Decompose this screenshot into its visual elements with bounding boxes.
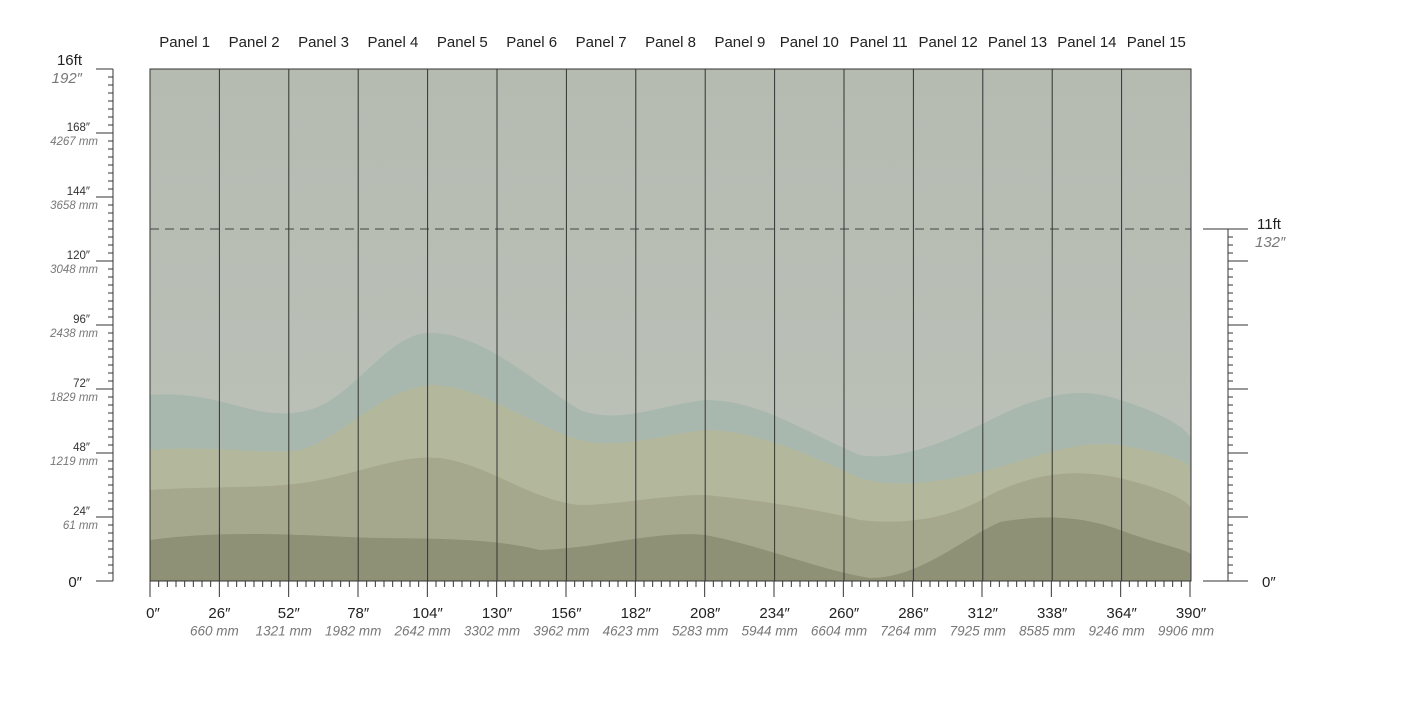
right-ft: 11ft (1257, 216, 1282, 233)
panel-label: Panel 14 (1057, 34, 1116, 51)
panel-label: Panel 3 (298, 34, 349, 51)
panel-label: Panel 2 (229, 34, 280, 51)
bottom-in-label: 78″ (347, 605, 370, 622)
bottom-mm-label: 3302 mm (464, 624, 520, 639)
bottom-in-label: 260″ (829, 605, 860, 622)
bottom-in-label: 364″ (1106, 605, 1137, 622)
panel-label: Panel 5 (437, 34, 488, 51)
right-in: 132″ (1255, 234, 1286, 251)
left-mm-label: 1829 mm (50, 392, 98, 404)
left-in-label: 24″ (73, 506, 90, 518)
left-top-in: 192″ (52, 70, 83, 87)
left-mm-label: 3048 mm (50, 264, 98, 276)
left-mm-label: 1219 mm (50, 456, 98, 468)
bottom-mm-label: 2642 mm (393, 624, 450, 639)
mural (150, 69, 1191, 581)
bottom-in-label: 156″ (551, 605, 582, 622)
left-in-label: 72″ (73, 378, 90, 390)
bottom-in-label: 286″ (898, 605, 929, 622)
bottom-mm-label: 3962 mm (533, 624, 589, 639)
left-mm-label: 61 mm (63, 520, 99, 532)
left-in-label: 144″ (67, 186, 90, 198)
bottom-in-label: 130″ (482, 605, 513, 622)
bottom-in-label: 52″ (278, 605, 301, 622)
bottom-mm-label: 660 mm (190, 624, 239, 639)
panel-label: Panel 9 (714, 34, 765, 51)
bottom-in-label: 312″ (968, 605, 999, 622)
bottom-in-label: 234″ (759, 605, 790, 622)
bottom-mm-label: 1321 mm (256, 624, 312, 639)
bottom-mm-label: 6604 mm (811, 624, 867, 639)
left-in-label: 168″ (67, 122, 90, 134)
left-in-label: 48″ (73, 442, 90, 454)
bottom-mm-label: 7264 mm (880, 624, 936, 639)
right-bottom: 0″ (1262, 574, 1276, 591)
panel-label: Panel 4 (367, 34, 418, 51)
left-in-label: 96″ (73, 314, 90, 326)
bottom-in-label: 26″ (208, 605, 231, 622)
panel-label: Panel 1 (159, 34, 210, 51)
left-mm-label: 4267 mm (50, 136, 98, 148)
left-in-label: 120″ (67, 250, 90, 262)
bottom-mm-label: 5283 mm (672, 624, 728, 639)
left-mm-label: 3658 mm (50, 200, 98, 212)
left-bottom: 0″ (68, 574, 82, 591)
left-top-ft: 16ft (57, 52, 83, 69)
bottom-mm-label: 1982 mm (325, 624, 381, 639)
panel-label: Panel 10 (780, 34, 839, 51)
panel-label: Panel 13 (988, 34, 1047, 51)
bottom-mm-label: 8585 mm (1019, 624, 1075, 639)
left-mm-label: 2438 mm (49, 328, 98, 340)
panel-label: Panel 12 (918, 34, 977, 51)
bottom-mm-label: 4623 mm (603, 624, 659, 639)
panel-label: Panel 11 (850, 34, 908, 51)
bottom-in-label: 182″ (621, 605, 652, 622)
bottom-in-label: 104″ (412, 605, 443, 622)
panel-label: Panel 15 (1127, 34, 1186, 51)
bottom-in-label: 208″ (690, 605, 721, 622)
bottom-in-label: 390″ (1176, 605, 1207, 622)
bottom-start: 0″ (146, 605, 160, 622)
bottom-mm-label: 9906 mm (1158, 624, 1214, 639)
panel-label: Panel 6 (506, 34, 557, 51)
panel-label: Panel 8 (645, 34, 696, 51)
panel-label: Panel 7 (576, 34, 627, 51)
bottom-in-label: 338″ (1037, 605, 1068, 622)
bottom-mm-label: 9246 mm (1088, 624, 1144, 639)
bottom-mm-label: 7925 mm (950, 624, 1006, 639)
bottom-mm-label: 5944 mm (741, 624, 797, 639)
